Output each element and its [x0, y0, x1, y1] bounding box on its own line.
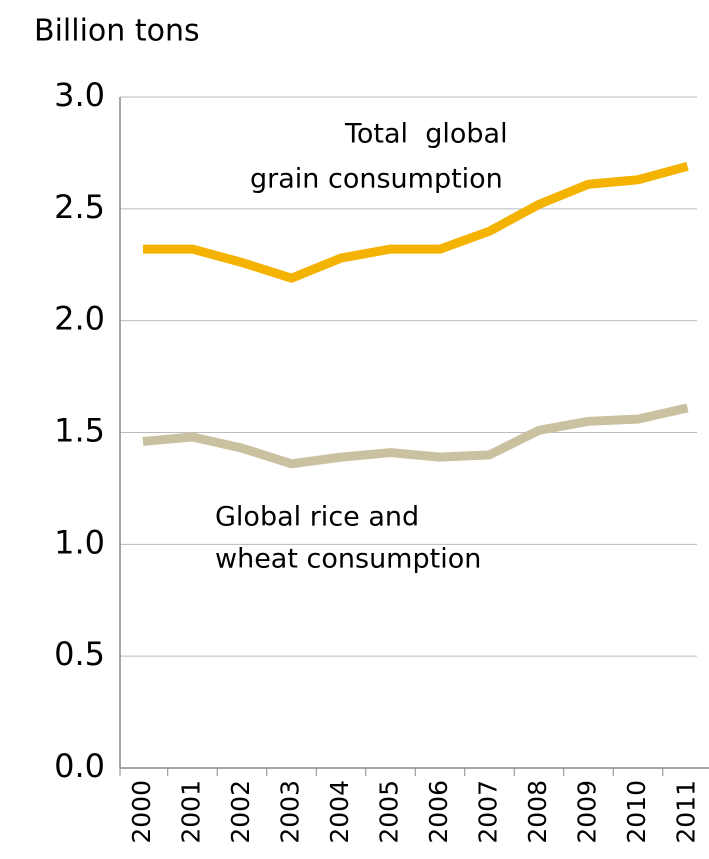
x-tick-label: 2005	[375, 780, 404, 844]
series-line	[143, 161, 689, 283]
y-tick-label: 1.5	[54, 412, 105, 450]
x-tick-label: 2000	[127, 780, 156, 844]
annotation: grain consumption	[250, 164, 503, 195]
series-line	[142, 403, 689, 469]
y-tick-label: 0.5	[54, 635, 105, 673]
y-tick-label: 2.0	[54, 300, 105, 338]
x-tick-label: 2008	[523, 780, 552, 844]
x-tick-label: 2009	[573, 780, 602, 844]
x-tick-label: 2006	[424, 780, 453, 844]
y-tick-label: 1.0	[54, 523, 105, 561]
y-tick-label: 0.0	[54, 747, 105, 785]
x-tick-label: 2003	[276, 780, 305, 844]
x-tick-label: 2011	[672, 780, 701, 844]
x-tick-label: 2007	[474, 780, 503, 844]
annotation: wheat consumption	[215, 544, 481, 575]
x-tick-label: 2002	[226, 780, 255, 844]
x-tick-label: 2004	[325, 780, 354, 844]
y-tick-label: 2.5	[54, 188, 105, 226]
x-tick-label: 2010	[622, 780, 651, 844]
x-tick-label: 2001	[177, 780, 206, 844]
annotation: Total global	[344, 119, 508, 150]
annotation: Global rice and	[215, 502, 419, 533]
y-tick-label: 3.0	[54, 76, 105, 114]
chart-title: Billion tons	[34, 14, 200, 49]
